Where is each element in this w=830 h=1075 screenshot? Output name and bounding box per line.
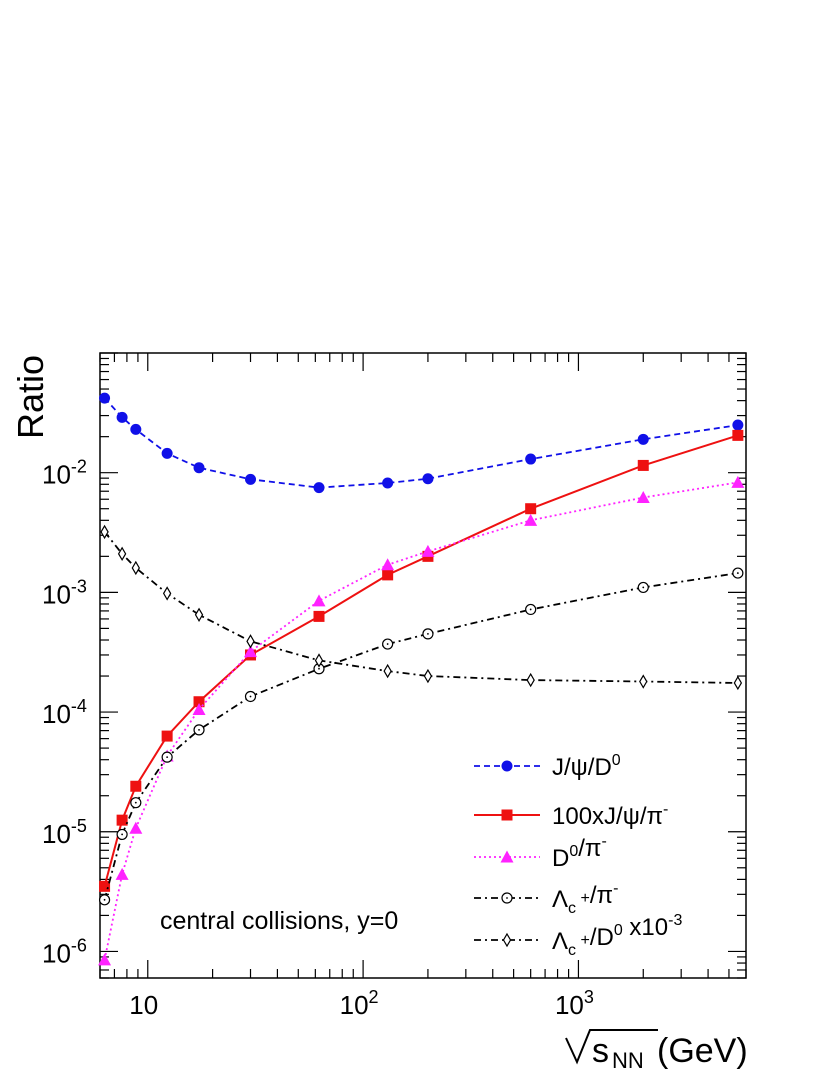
x-axis-label-sub: NN: [612, 1048, 644, 1073]
series-4-point: [423, 668, 433, 684]
series-0-point: [382, 477, 394, 489]
y-tick-label: 10-6: [42, 935, 87, 968]
series-0-point: [116, 411, 128, 423]
series-3-point-center: [642, 586, 645, 589]
series-1-point: [130, 780, 142, 792]
series-group: [98, 392, 745, 966]
series-2-point: [98, 953, 112, 966]
series-3-point-center: [249, 695, 252, 698]
series-0-point: [161, 447, 173, 459]
series-3-point-center: [121, 833, 124, 836]
series-2-point: [731, 475, 745, 488]
plot-frame: [99, 352, 747, 979]
series-3-point-center: [427, 632, 429, 635]
series-2: [98, 475, 745, 966]
series-4-point: [131, 560, 141, 576]
series-2-point: [524, 513, 538, 526]
series-4-point: [314, 653, 324, 668]
chart-annotation: central collisions, y=0: [160, 907, 398, 935]
series-1-point: [116, 814, 128, 826]
series-1-point: [637, 459, 649, 471]
legend-marker-4: [502, 932, 512, 948]
series-2-point: [636, 491, 650, 504]
series-2-point: [129, 821, 143, 834]
legend-label-4: Λc +/D0 x10-3: [552, 912, 682, 959]
series-4-point: [733, 675, 743, 691]
series-2-point: [192, 703, 206, 716]
x-axis-label: s NN (GeV): [565, 1029, 748, 1073]
series-0-point: [193, 462, 205, 474]
series-2-point: [312, 594, 326, 607]
y-tick-label: 10-4: [42, 696, 87, 729]
series-3-point-center: [103, 898, 106, 901]
series-4: [100, 524, 743, 691]
x-tick-label: 10: [129, 990, 158, 1020]
series-1-line: [103, 434, 739, 887]
plot-frame-group: 10 102 103 10-2 10-3 10-4 10-5 10-6: [42, 352, 747, 1020]
series-4-point: [246, 634, 255, 649]
series-0-point: [637, 433, 649, 445]
series-4-point: [639, 674, 648, 689]
series-1-point: [193, 696, 205, 708]
series-0-point: [525, 453, 537, 465]
legend-marker-2: [500, 850, 514, 863]
series-4-point: [526, 672, 535, 688]
series-2-point: [381, 558, 395, 571]
sqrt-symbol: [565, 1029, 658, 1065]
series-3-point-center: [318, 667, 320, 670]
series-1-point: [382, 569, 394, 581]
series-3-point-center: [134, 801, 137, 804]
y-tick-label: 10-3: [42, 576, 87, 609]
legend-label-0: J/ψ/D0: [552, 752, 621, 781]
series-0-point: [732, 419, 744, 431]
x-axis-label-unit: (GeV): [657, 1032, 748, 1070]
series-4-line: [103, 531, 738, 684]
legend: J/ψ/D0 100xJ/ψ/π- D0/π- Λc +/π-Λc +/D0 x10-…: [474, 752, 682, 959]
series-1-point: [525, 503, 537, 515]
series-3: [98, 567, 744, 906]
series-3-point-center: [386, 643, 389, 645]
series-4-point: [194, 607, 204, 622]
x-tick-label: 102: [340, 987, 379, 1020]
y-tick-label: 10-2: [42, 457, 87, 490]
series-1-point: [732, 429, 744, 441]
legend-marker-1: [501, 809, 513, 821]
x-tick-label: 103: [555, 987, 594, 1020]
series-3-point-center: [736, 572, 739, 574]
series-0-point: [245, 473, 257, 485]
series-4-point: [383, 663, 392, 679]
series-0-point: [99, 392, 111, 404]
legend-label-3: Λc +/π-: [552, 880, 618, 917]
legend-label-1: 100xJ/ψ/π-: [552, 801, 668, 830]
y-tick-label: 10-5: [42, 816, 87, 849]
legend-label-2: D0/π-: [552, 833, 607, 872]
x-axis-label-var: s: [592, 1032, 609, 1070]
y-axis-label: Ratio: [10, 355, 51, 439]
series-1-point: [313, 610, 325, 622]
series-0-point: [130, 423, 142, 435]
legend-marker-0: [501, 760, 513, 772]
series-2-line: [103, 481, 739, 961]
series-0: [99, 392, 744, 494]
series-3-point-center: [529, 608, 532, 611]
series-4-point: [162, 586, 172, 601]
series-3-point-center: [166, 756, 169, 759]
legend-marker-3-center: [506, 897, 508, 899]
series-0-point: [422, 473, 434, 485]
series-3-point-center: [198, 728, 200, 731]
series-1-point: [161, 730, 173, 742]
series-0-point: [313, 482, 325, 494]
series-3-line: [103, 572, 739, 901]
series-2-point: [421, 544, 435, 557]
series-2-point: [244, 645, 258, 658]
series-4-point: [117, 546, 127, 562]
series-1-point: [99, 880, 111, 892]
series-2-point: [115, 867, 129, 880]
series-4-point: [100, 524, 109, 540]
